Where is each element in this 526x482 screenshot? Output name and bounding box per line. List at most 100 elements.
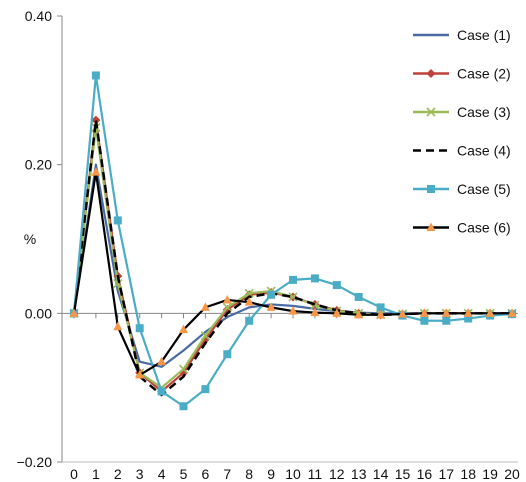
- legend-item-case-1: Case (1): [413, 27, 511, 43]
- chart-axes: 0.400.200.00−0.200 1 2 3 4 5 6 7 8 9 10 11 12 13 14 15 1…: [17, 8, 520, 482]
- x-tick-label: 5: [180, 466, 188, 482]
- y-axis-label: %: [24, 231, 36, 247]
- data-point-case-6: [419, 308, 429, 317]
- data-point-case-5: [442, 316, 451, 325]
- data-point-case-3: [113, 279, 123, 289]
- data-point-case-5: [179, 402, 188, 411]
- data-point-case-6: [222, 294, 232, 304]
- data-point-case-5: [332, 281, 341, 290]
- series-case-1: [72, 163, 512, 368]
- series-line-case-2: [72, 118, 512, 393]
- data-point-case-6: [332, 308, 342, 317]
- x-tick-label: 10: [285, 466, 301, 482]
- legend-label: Case (5): [457, 181, 511, 197]
- data-point-case-6: [398, 309, 407, 318]
- legend-label: Case (1): [457, 27, 511, 43]
- x-tick-label: 3: [136, 466, 144, 482]
- data-point-case-5: [113, 216, 122, 225]
- series-line-case-3: [72, 126, 512, 389]
- x-tick-label: 4: [158, 466, 166, 482]
- data-point-case-6: [91, 167, 101, 176]
- legend-marker: [426, 69, 436, 78]
- x-tick-label: 11: [308, 466, 323, 482]
- legend-item-case-4: Case (4): [413, 143, 511, 159]
- x-tick-label: 17: [439, 466, 455, 482]
- data-point-case-6: [179, 324, 188, 334]
- legend-item-case-3: Case (3): [413, 104, 511, 120]
- data-point-case-3: [288, 292, 298, 302]
- x-tick-label: 1: [92, 466, 100, 482]
- x-tick-label: 8: [245, 466, 253, 482]
- legend-item-case-6: Case (6): [413, 220, 511, 236]
- series-line-case-6: [72, 171, 512, 377]
- x-tick-label: 16: [417, 466, 433, 482]
- data-point-case-3: [244, 288, 254, 298]
- legend-item-case-2: Case (2): [413, 66, 511, 82]
- data-point-case-6: [441, 308, 451, 317]
- y-tick-label: 0.00: [25, 305, 52, 321]
- data-point-case-5: [310, 274, 319, 283]
- legend-marker: [427, 185, 435, 193]
- y-tick-label: 0.20: [25, 157, 52, 173]
- data-point-case-5: [289, 275, 297, 284]
- data-point-case-6: [244, 297, 254, 306]
- x-tick-label: 2: [114, 466, 122, 482]
- data-point-case-5: [201, 385, 210, 394]
- series-case-6: [69, 167, 517, 379]
- data-point-case-5: [157, 387, 166, 396]
- x-tick-label: 19: [482, 466, 498, 482]
- data-point-case-5: [376, 303, 385, 312]
- data-point-case-6: [113, 321, 123, 331]
- x-tick-label: 7: [223, 466, 231, 482]
- legend-label: Case (3): [457, 104, 511, 120]
- data-point-case-5: [245, 316, 254, 325]
- legend-item-case-5: Case (5): [413, 181, 511, 197]
- data-point-case-6: [485, 308, 495, 317]
- data-point-case-5: [91, 71, 100, 80]
- data-point-case-2: [91, 115, 101, 125]
- legend-marker: [426, 222, 436, 231]
- x-tick-label: 13: [351, 466, 367, 482]
- data-point-case-6: [354, 309, 364, 319]
- data-point-case-5: [420, 316, 429, 325]
- data-point-case-6: [69, 308, 79, 317]
- legend-marker: [426, 107, 436, 117]
- data-point-case-6: [135, 370, 145, 379]
- chart-legend: Case (1) Case (2) Case (3) Case (4) Case (5)…: [413, 27, 511, 236]
- data-point-case-6: [310, 307, 320, 317]
- y-tick-label: −0.20: [17, 454, 53, 470]
- x-tick-label: 18: [460, 466, 476, 482]
- data-point-case-3: [222, 302, 232, 312]
- legend-label: Case (4): [457, 143, 511, 159]
- series-case-4: [72, 118, 512, 397]
- data-point-case-6: [266, 302, 276, 311]
- data-point-case-6: [200, 302, 210, 311]
- x-tick-label: 14: [373, 466, 389, 482]
- y-tick-label: 0.40: [25, 8, 52, 24]
- series-line-case-1: [72, 163, 512, 368]
- x-tick-label: 20: [504, 466, 520, 482]
- data-point-case-6: [507, 308, 517, 317]
- legend-label: Case (6): [457, 220, 511, 236]
- data-point-case-6: [376, 309, 386, 319]
- data-point-case-3: [200, 331, 210, 341]
- legend-label: Case (2): [457, 66, 511, 82]
- x-tick-label: 0: [70, 466, 78, 482]
- data-point-case-6: [463, 308, 473, 317]
- data-point-case-5: [464, 314, 473, 323]
- data-point-case-5: [354, 292, 363, 301]
- chart-series: [69, 71, 517, 411]
- data-point-case-6: [288, 306, 298, 315]
- data-point-case-5: [223, 350, 232, 359]
- x-tick-label: 12: [329, 466, 345, 482]
- x-tick-label: 15: [395, 466, 411, 482]
- data-point-case-6: [157, 356, 167, 366]
- series-line-case-4: [72, 118, 512, 397]
- x-tick-label: 9: [267, 466, 275, 482]
- series-line-case-5: [72, 74, 513, 408]
- data-point-case-5: [267, 290, 276, 299]
- x-tick-label: 6: [202, 466, 210, 482]
- data-point-case-3: [178, 364, 189, 374]
- data-point-case-5: [135, 324, 144, 333]
